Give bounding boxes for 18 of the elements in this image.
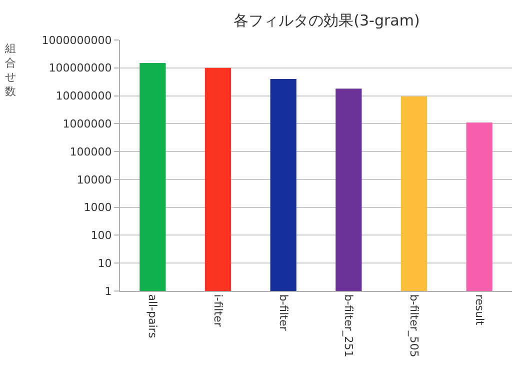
y-tick-label: 10000 bbox=[76, 173, 112, 186]
y-tick-label: 100 bbox=[90, 229, 112, 242]
x-tick-label: b-filter bbox=[276, 294, 290, 332]
y-tick-label: 1 bbox=[104, 284, 112, 298]
y-axis-title: 組合せ数 bbox=[4, 42, 16, 98]
x-tick-label: b-filter_505 bbox=[407, 294, 420, 358]
y-tick-label: 10 bbox=[98, 256, 112, 270]
y-tick-label: 1000 bbox=[84, 201, 112, 214]
x-tick-label: result bbox=[472, 294, 486, 326]
y-tick-label: 100000000 bbox=[48, 62, 112, 75]
y-tick-label: 1000000 bbox=[62, 118, 112, 131]
y-tick-label: 100000 bbox=[70, 145, 112, 158]
x-tick-label: b-filter_251 bbox=[342, 294, 356, 358]
x-tick-label: all-pairs bbox=[146, 294, 160, 338]
chart-title: 各フィルタの効果(3-gram) bbox=[234, 12, 420, 30]
x-tick-label: i-filter bbox=[211, 294, 224, 328]
y-tick-label: 1000000000 bbox=[42, 34, 112, 47]
y-tick-label: 10000000 bbox=[56, 90, 112, 103]
